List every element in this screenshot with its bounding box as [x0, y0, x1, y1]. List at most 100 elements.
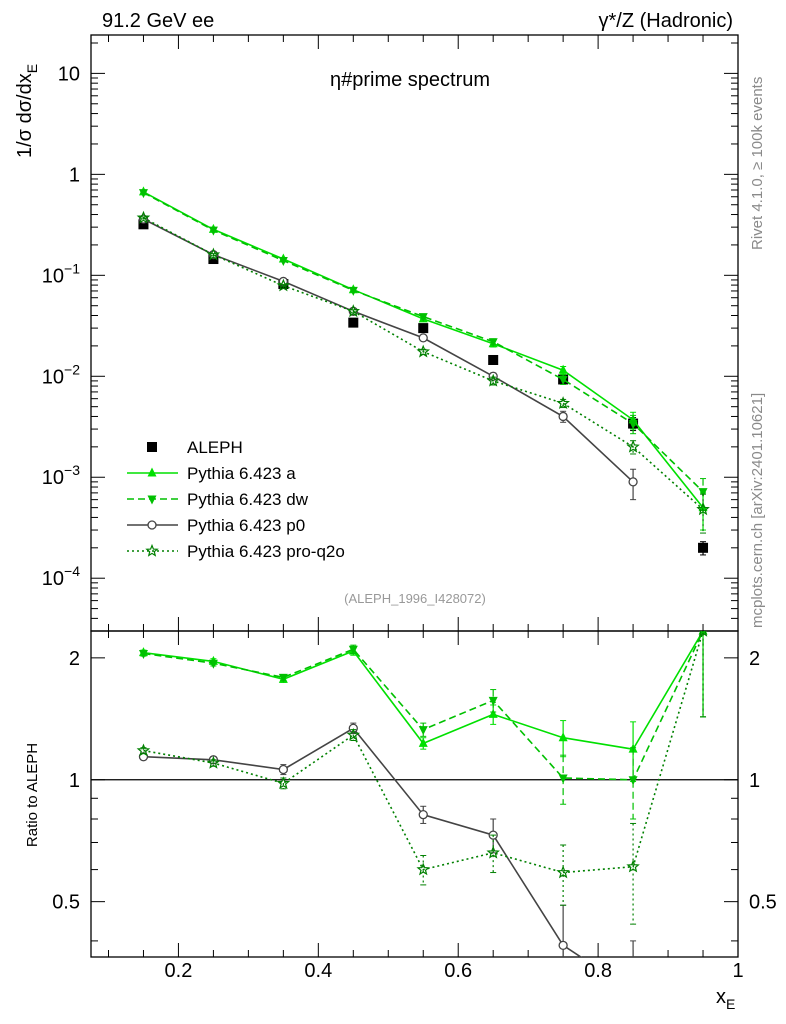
main-data-point: [558, 375, 568, 385]
x-tick-label: 0.2: [165, 960, 193, 982]
main-data-point: [696, 502, 710, 516]
ratio-y-tick-label-right: 2: [749, 648, 760, 670]
ratio-data-point: [138, 650, 148, 660]
main-data-point: [488, 338, 498, 348]
legend-marker: [147, 495, 157, 505]
main-data-point: [558, 411, 568, 422]
x-tick-label: 0.6: [444, 960, 472, 982]
main-data-point: [206, 247, 221, 261]
ratio-data-point: [488, 696, 498, 706]
main-y-axis-label: 1/σ dσ/dxE: [14, 64, 40, 158]
ratio-data-point: [208, 659, 218, 669]
main-data-point: [348, 317, 359, 328]
x-axis-label: xE: [716, 986, 735, 1012]
ratio-data-point: [418, 737, 428, 747]
main-data-point: [698, 542, 709, 553]
main-y-tick-label: 10−1: [42, 260, 80, 287]
ratio-data-point: [486, 845, 500, 859]
ratio-y-tick-label-right: 1: [749, 770, 760, 792]
ratio-data-point: [556, 865, 570, 879]
main-data-point: [626, 439, 640, 453]
x-tick-label: 1: [732, 960, 743, 982]
main-panel: η#prime spectrum 1/σ dσ/dxE (ALEPH_1996_…: [14, 34, 739, 632]
ratio-data-point: [276, 776, 291, 790]
x-tick-label: 0.8: [584, 960, 612, 982]
ratio-data-point: [558, 732, 568, 742]
x-tick-label: 0.4: [304, 960, 332, 982]
main-series-2: [138, 189, 708, 511]
main-y-tick-label: 10−2: [42, 361, 80, 388]
legend-label: Pythia 6.423 a: [187, 464, 296, 483]
ratio-plot-frame: [90, 630, 739, 958]
main-series-4: [136, 210, 710, 534]
legend-label: Pythia 6.423 p0: [187, 516, 305, 535]
main-data-point: [418, 313, 428, 323]
ratio-data-point: [698, 631, 708, 637]
main-title: η#prime spectrum: [330, 69, 490, 91]
analysis-annotation: (ALEPH_1996_I428072): [344, 591, 486, 606]
main-data-point: [418, 333, 428, 343]
legend-entry: Pythia 6.423 dw: [127, 490, 309, 509]
ratio-y-tick-label-left: 0.5: [52, 892, 80, 914]
legend-entry: Pythia 6.423 p0: [127, 516, 305, 535]
main-data-point: [628, 420, 638, 430]
main-data-point: [138, 189, 148, 199]
main-data-point: [208, 226, 218, 236]
ratio-data-point: [348, 645, 358, 655]
ratio-data-point: [278, 764, 289, 775]
ratio-series-line: [143, 631, 704, 781]
header-left: 91.2 GeV ee: [102, 10, 214, 32]
ratio-y-tick-label-left: 1: [69, 770, 80, 792]
legend-marker: [147, 467, 157, 477]
main-series-line: [143, 191, 704, 493]
legend-label: ALEPH: [187, 438, 243, 457]
legend-marker: [145, 543, 159, 557]
ratio-data-point: [626, 859, 640, 873]
ratio-y-tick-label-right: 0.5: [749, 892, 777, 914]
ratio-series-3: [136, 631, 708, 925]
ratio-series-line: [143, 727, 583, 957]
main-data-point: [698, 488, 708, 498]
legend-label: Pythia 6.423 pro-q2o: [187, 542, 345, 561]
ratio-data-point: [416, 862, 431, 876]
ratio-panel: Ratio to ALEPH xE 0.2 0.4 0.6 0.8 1 0.5 0.5 1 1 2…: [24, 630, 777, 1012]
ratio-series-line: [143, 631, 704, 874]
ratio-data-point: [136, 743, 151, 757]
main-y-tick-label: 1: [69, 164, 80, 186]
legend-entry: Pythia 6.423 pro-q2o: [127, 542, 345, 561]
main-data-point: [628, 477, 638, 487]
legend-marker: [147, 442, 157, 452]
legend-entry: ALEPH: [147, 438, 243, 457]
ratio-data-point: [206, 755, 221, 769]
main-data-point: [136, 210, 151, 224]
ratio-y-axis-label: Ratio to ALEPH: [24, 743, 41, 847]
rivet-version-label: Rivet 4.1.0, ≥ 100k events: [749, 77, 766, 250]
main-data-point: [418, 323, 429, 334]
main-data-point: [558, 364, 568, 374]
main-data-point: [488, 354, 499, 365]
ratio-series-1: [138, 631, 707, 820]
header-right: γ*/Z (Hadronic): [599, 10, 733, 32]
main-data-point: [138, 219, 149, 230]
legend-label: Pythia 6.423 dw: [187, 490, 309, 509]
ratio-data-point: [629, 987, 637, 995]
main-series-line: [143, 217, 704, 510]
ratio-data-point: [558, 940, 568, 950]
legend-marker: [147, 520, 157, 530]
main-data-point: [348, 286, 358, 296]
ratio-data-point: [558, 774, 568, 784]
ratio-data-point: [278, 673, 288, 683]
legend: ALEPH Pythia 6.423 a Pythia 6.423 dw Pythia…: [127, 438, 345, 561]
main-data-point: [416, 344, 431, 358]
ratio-data-point: [418, 810, 428, 820]
ratio-y-tick-label-left: 2: [69, 648, 80, 670]
main-y-tick-label: 10: [58, 63, 80, 85]
ratio-data-point: [488, 708, 498, 718]
mcplots-label: mcplots.cern.ch [arXiv:2401.10621]: [749, 393, 766, 628]
legend-entry: Pythia 6.423 a: [127, 464, 296, 483]
ratio-series-2: [138, 722, 637, 995]
ratio-data-point: [628, 776, 638, 786]
ratio-data-point: [346, 727, 361, 741]
main-data-point: [556, 396, 571, 410]
